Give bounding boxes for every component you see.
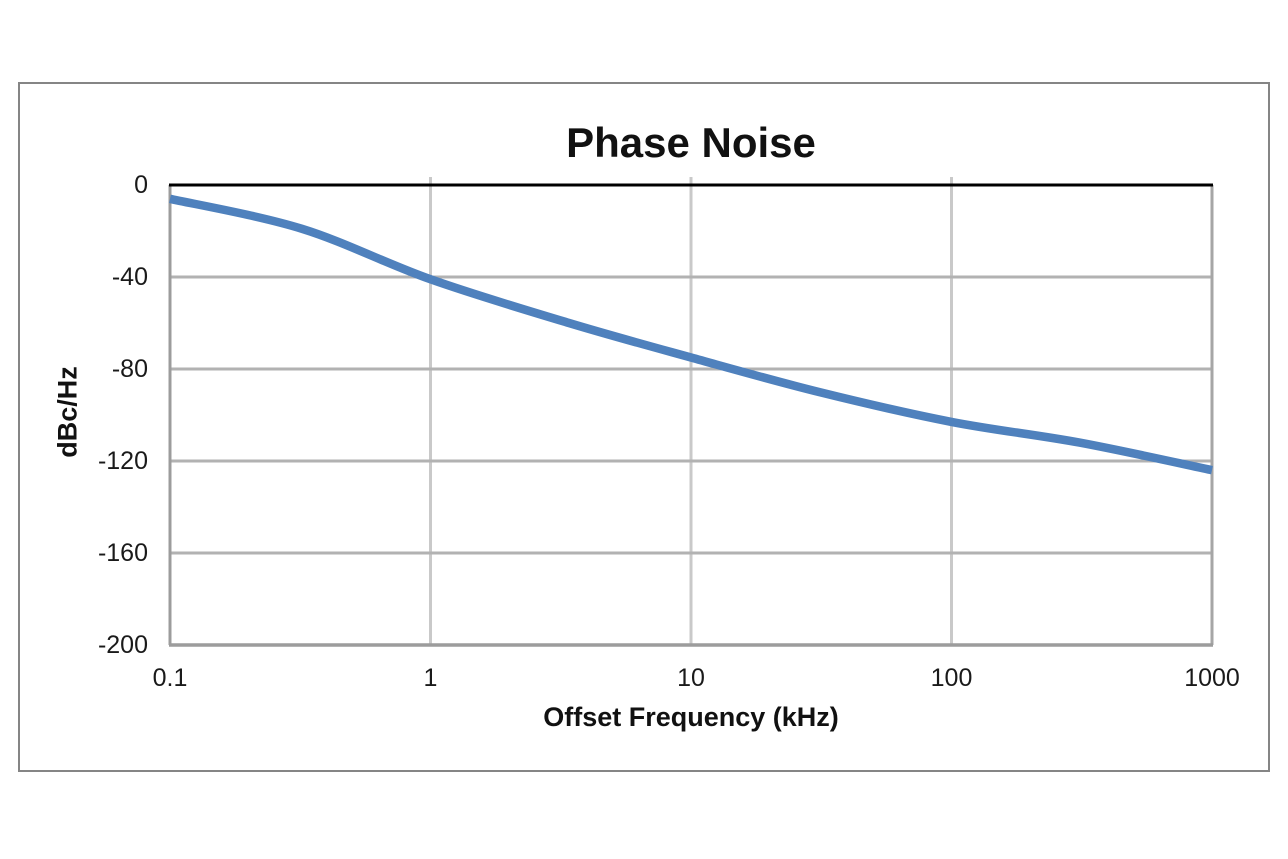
chart-frame [18, 82, 1270, 772]
y-tick-label: 0 [134, 171, 148, 199]
y-tick-label: -120 [97, 447, 148, 475]
y-tick-label: -160 [97, 539, 148, 567]
x-tick-label: 1 [423, 664, 438, 692]
x-tick-label: 100 [930, 664, 973, 692]
y-tick-label: -80 [111, 355, 148, 383]
phase-noise-line [169, 194, 1213, 475]
y-tick-label: -200 [97, 631, 148, 659]
y-tick-label: -40 [111, 263, 148, 291]
chart-title: Phase Noise [566, 119, 816, 166]
x-tick-label: 10 [677, 664, 705, 692]
x-tick-label: 1000 [1184, 664, 1240, 692]
x-tick-label: 0.1 [152, 664, 188, 692]
x-axis-title: Offset Frequency (kHz) [543, 702, 839, 732]
